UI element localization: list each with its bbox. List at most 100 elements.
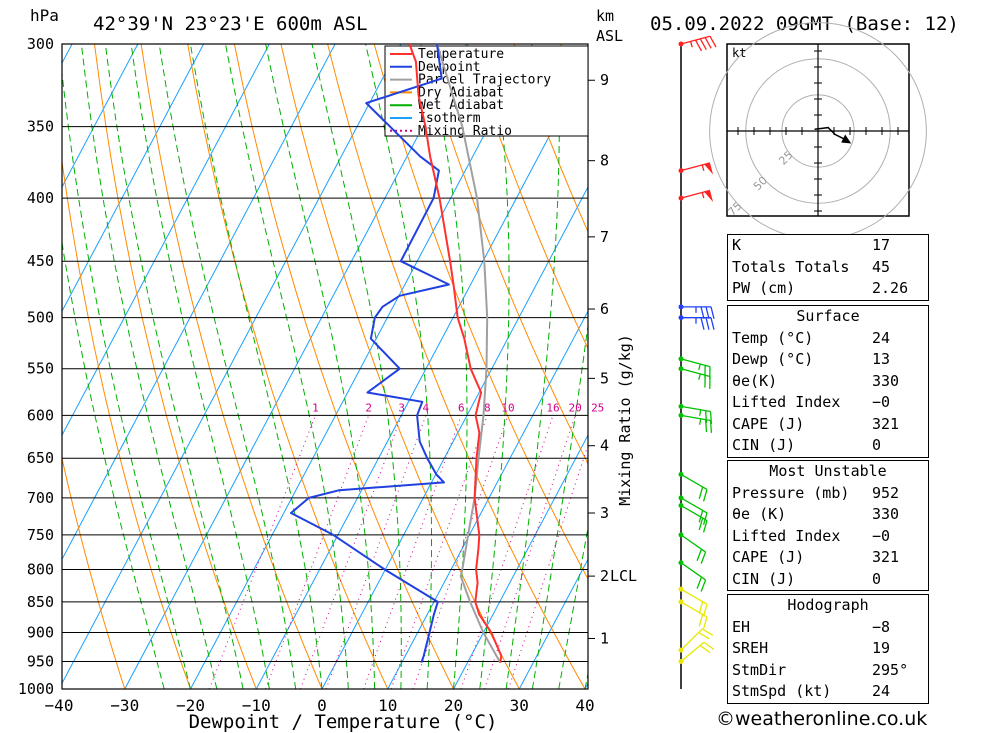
mixing-ratio-axis-title: Mixing Ratio (g/kg) [616,334,634,506]
wind-barb-feather [709,420,713,433]
parcel-trajectory-line [436,43,502,664]
wind-barb-feather [698,631,710,640]
legend-label: Dry Adiabat [418,85,504,100]
temperature-tick-label: −40 [45,696,74,715]
wind-barb-feather [704,37,712,49]
dry-adiabat-line [280,44,520,689]
wet-adiabat-line [311,44,402,689]
wind-barb [678,189,714,202]
wind-barb [678,586,708,617]
wind-barb [678,412,713,433]
height-tick-label: 8 [600,152,609,170]
wind-barb-feather [694,39,703,52]
wind-barb [678,304,715,319]
height-tick-label: 3 [600,504,609,522]
pressure-tick-label: 800 [27,560,54,578]
surface-title: Surface [796,307,860,325]
wet-adiabat-line [62,69,191,689]
station-location: 42°39'N 23°23'E 600m ASL [93,13,368,35]
pressure-tick-label: 850 [27,593,54,611]
wind-barb-feather [705,317,710,330]
wind-barb-pennant [704,162,714,175]
dry-adiabat-line [466,44,588,350]
surface-table: Surface Temp (°C) 24 Dewp (°C) 13 θe(K) 330… [727,305,929,458]
isotherm-line [0,44,6,689]
dry-adiabat-line [934,44,1000,689]
wind-barb-feather [698,486,704,500]
pressure-tick-label: 300 [27,35,54,53]
pressure-tick-label: 750 [27,526,54,544]
forecast-datetime: 05.09.2022 09GMT (Base: 12) [650,13,959,35]
mixing-ratio-label: 1 [312,401,319,414]
wind-barb [678,495,708,525]
wind-barb-feather [705,306,710,319]
legend-label: Dewpoint [418,60,481,75]
mixing-ratio-label: 25 [591,401,604,414]
mixing-ratio-label: 20 [569,401,582,414]
surface-row: CAPE (J) 321 [732,414,900,433]
mixing-ratio-label: 10 [501,401,514,414]
isotherm-line [62,44,139,189]
height-tick-label: 7 [600,228,609,246]
wind-barb-half-feather [690,41,693,48]
height-tick-label: 2 [600,567,609,585]
legend-label: Isotherm [418,111,481,126]
surface-row: Lifted Index −0 [732,393,891,411]
isotherm-line [62,44,205,313]
hodograph-unit: kt [732,46,746,60]
wind-barb [678,35,717,52]
mixing-ratio-line [208,415,316,689]
wind-barb [678,315,715,330]
isotherm-line [62,44,402,685]
pressure-tick-label: 700 [27,489,54,507]
most-unstable-title: Most Unstable [769,462,887,480]
height-tick-label: 5 [600,369,609,387]
isotherm-line [453,434,588,689]
wet-adiabat-line [189,44,323,689]
hodograph-title: Hodograph [787,596,869,614]
mixing-ratio-label: 3 [398,401,405,414]
wind-barb-half-feather [699,409,702,416]
wind-barb [678,471,708,502]
temperature-tick-label: 10 [378,696,397,715]
wind-barb-half-feather [701,164,705,171]
isotherm-line [321,186,588,689]
legend-label: Wet Adiabat [418,98,504,113]
x-axis-title: Dewpoint / Temperature (°C) [189,711,498,733]
mixing-ratio-label: 8 [484,401,491,414]
wind-barb-feather [704,419,708,433]
pressure-tick-label: 600 [27,406,54,424]
isotherm-line [190,44,533,689]
wind-barb [678,560,707,592]
wind-barb-half-feather [698,363,701,371]
height-tick-label: 6 [600,300,609,318]
wind-barb-feather [702,616,708,630]
temperature-tick-label: −10 [242,696,271,715]
pressure-tick-label: 950 [27,653,54,671]
pressure-tick-label: 900 [27,624,54,642]
height-tick-label: 9 [600,71,609,89]
dry-adiabat-line [513,44,588,234]
temperature-tick-label: −30 [110,696,139,715]
most-unstable-row: CIN (J) 0 [732,569,882,588]
wet-adiabat-line [531,322,588,689]
copyright-link[interactable]: ©weatheronline.co.uk [716,708,928,730]
wind-barb-feather [699,38,707,50]
wind-barb-feather [710,317,715,330]
mixing-ratio-line [325,415,427,689]
height-unit-km: km [596,7,614,25]
wind-barb-feather [699,644,711,654]
mixing-ratio-line [363,415,462,689]
wind-barb [678,162,714,175]
wind-barb [678,599,708,630]
mixing-ratio-line [460,415,554,689]
mixing-ratio-label: 6 [458,401,465,414]
hodograph-row: SREH 19 [732,639,891,657]
dewpoint-line [290,43,450,663]
pressure-tick-label: 550 [27,360,54,378]
wind-barb-half-feather [701,192,705,199]
wind-barb [678,403,713,424]
mixing-ratio-label: 2 [365,401,372,414]
most-unstable-table: Most Unstable Pressure (mb) 952 θe (K) 330… [727,460,929,591]
